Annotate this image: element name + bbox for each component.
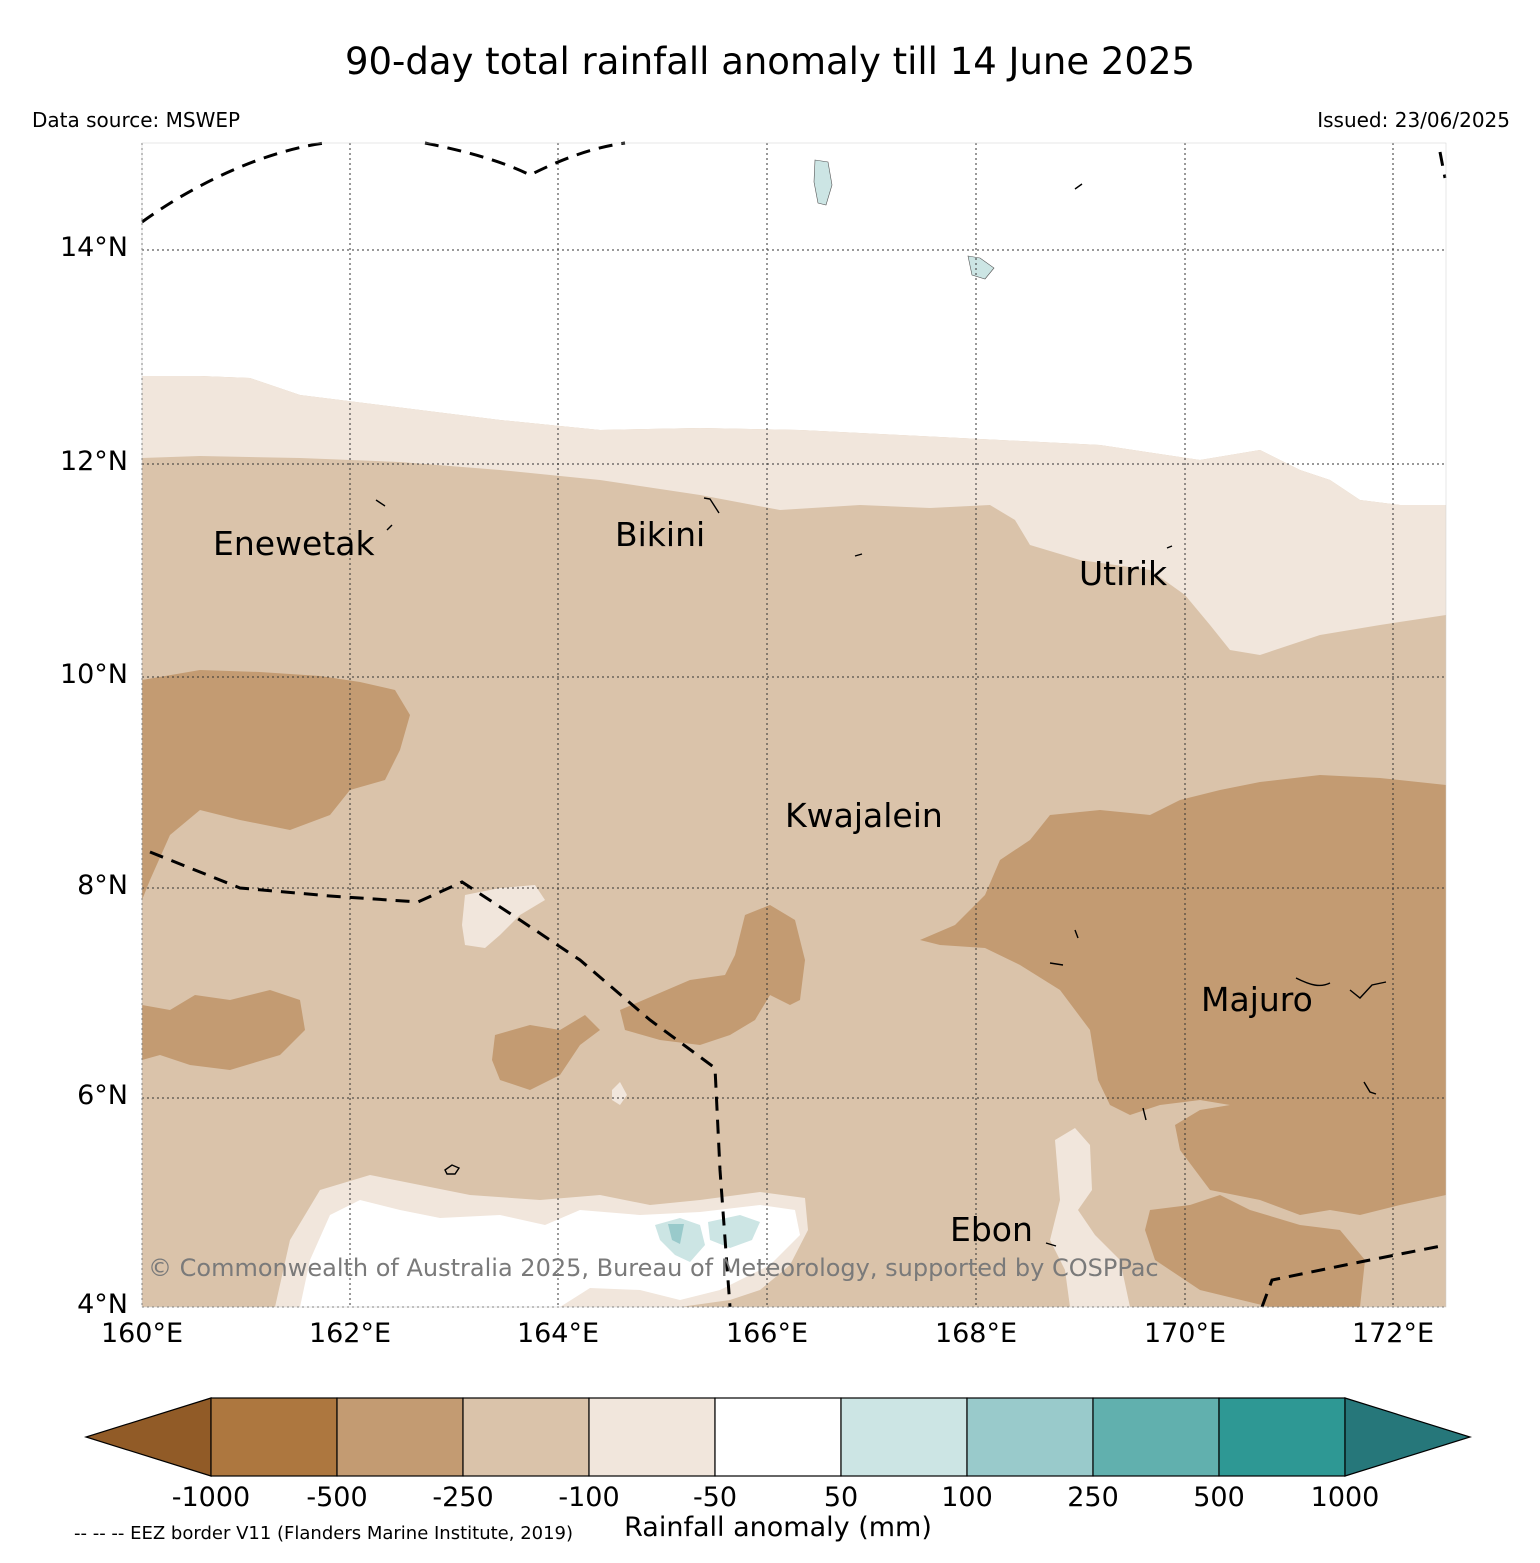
lon-label: 170°E — [1143, 1318, 1227, 1349]
colorbar-tick-label: -500 — [306, 1482, 368, 1513]
colorbar-tick-label: -250 — [432, 1482, 494, 1513]
place-label-kwajalein: Kwajalein — [785, 796, 943, 835]
anomaly-field — [142, 143, 1446, 1307]
anomaly-blob-west — [142, 670, 410, 900]
anomaly-blob-central-south — [492, 1015, 600, 1090]
colorbar-tick-label: 100 — [941, 1482, 993, 1513]
colorbar-bin — [1218, 1397, 1346, 1477]
colorbar — [83, 1397, 1473, 1477]
lon-label: 168°E — [934, 1318, 1018, 1349]
lat-label: 4°N — [77, 1289, 128, 1320]
anomaly-blob-central — [620, 905, 805, 1045]
colorbar-over-arrow — [1344, 1397, 1473, 1477]
island-outlines — [375, 183, 1387, 1247]
map-title: 90-day total rainfall anomaly till 14 Ju… — [344, 40, 1196, 83]
colorbar-bin — [714, 1397, 842, 1477]
colorbar-tick-label: 500 — [1193, 1482, 1245, 1513]
anomaly-patch-small-light — [612, 1082, 627, 1105]
anomaly-patch-positive-50-100-b — [708, 1215, 760, 1248]
anomaly-band-neutral-north — [142, 143, 1446, 505]
lat-label: 10°N — [59, 659, 128, 690]
data-source-label: Data source: MSWEP — [32, 108, 241, 132]
place-label-enewetak: Enewetak — [213, 524, 375, 563]
anomaly-blob-east — [920, 775, 1446, 1215]
colorbar-bin — [966, 1397, 1094, 1477]
anomaly-band-minus-50-100 — [142, 376, 1446, 655]
anomaly-patch-positive-north-2 — [967, 255, 995, 280]
plot-frame — [141, 142, 1447, 1308]
lat-label: 6°N — [77, 1080, 128, 1111]
copyright-notice: © Commonwealth of Australia 2025, Bureau… — [148, 1254, 1159, 1282]
colorbar-title: Rainfall anomaly (mm) — [624, 1512, 932, 1543]
anomaly-patch-mid-light — [462, 885, 545, 948]
colorbar-bin — [210, 1397, 338, 1477]
colorbar-bin — [462, 1397, 590, 1477]
colorbar-bin — [588, 1397, 716, 1477]
place-label-ebon: Ebon — [950, 1210, 1033, 1249]
eez-border-legend: -- -- -- EEZ border V11 (Flanders Marine… — [74, 1523, 574, 1544]
lon-label: 164°E — [516, 1318, 600, 1349]
lat-label: 14°N — [59, 232, 128, 263]
lon-label: 162°E — [308, 1318, 392, 1349]
lon-label: 160°E — [100, 1318, 184, 1349]
anomaly-patch-positive-north — [813, 159, 833, 206]
issued-date-label: Issued: 23/06/2025 — [1317, 108, 1510, 132]
colorbar-bin — [1092, 1397, 1220, 1477]
anomaly-patch-south-east-light — [1050, 1128, 1130, 1307]
place-label-bikini: Bikini — [615, 515, 706, 554]
gridlines — [141, 143, 1446, 1308]
colorbar-tick-label: 250 — [1067, 1482, 1119, 1513]
colorbar-bin — [840, 1397, 968, 1477]
colorbar-bin — [336, 1397, 464, 1477]
anomaly-blob-southwest — [142, 990, 305, 1070]
colorbar-tick-label: 1000 — [1310, 1482, 1380, 1513]
eez-borders — [141, 141, 1447, 1308]
anomaly-blob-southeast — [1145, 1195, 1365, 1307]
colorbar-tick-label: 50 — [823, 1482, 859, 1513]
lat-label: 12°N — [59, 446, 128, 477]
colorbar-tick-label: -1000 — [171, 1482, 251, 1513]
lat-label: 8°N — [77, 870, 128, 901]
anomaly-patch-positive-100-250 — [668, 1224, 684, 1244]
lon-label: 166°E — [725, 1318, 809, 1349]
colorbar-under-arrow — [83, 1397, 212, 1477]
lon-label: 172°E — [1351, 1318, 1435, 1349]
place-label-majuro: Majuro — [1201, 980, 1313, 1019]
place-label-utirik: Utirik — [1079, 554, 1168, 593]
colorbar-tick-label: -100 — [558, 1482, 620, 1513]
colorbar-tick-label: -50 — [692, 1482, 738, 1513]
